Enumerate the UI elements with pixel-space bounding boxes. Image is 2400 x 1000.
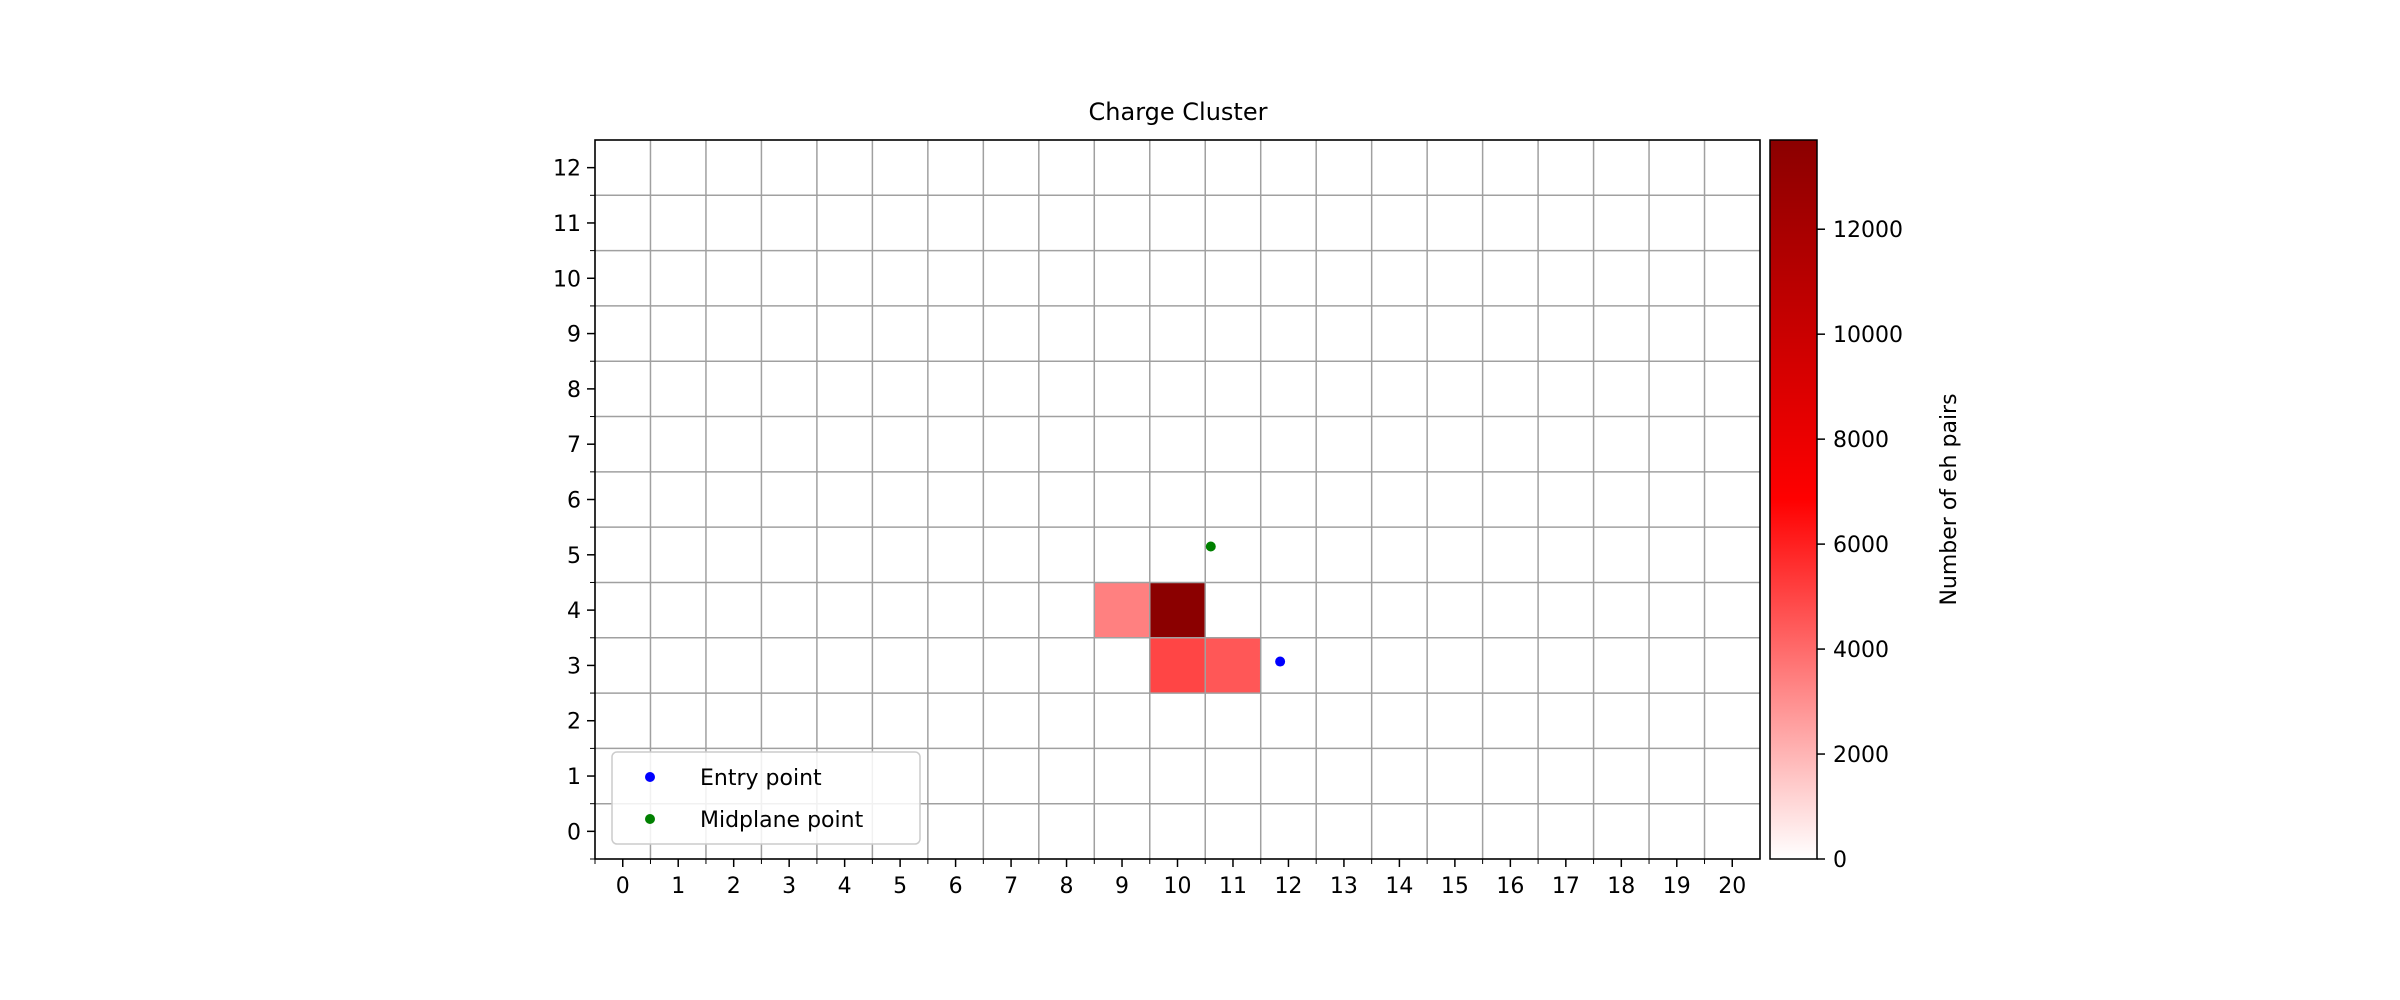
x-tick-label: 0 xyxy=(616,874,630,899)
x-tick-label: 18 xyxy=(1607,874,1635,899)
y-tick-label: 12 xyxy=(553,157,581,182)
colorbar-label: Number of eh pairs xyxy=(1937,393,1962,605)
x-tick-label: 5 xyxy=(893,874,907,899)
y-tick-label: 9 xyxy=(567,323,581,348)
plot-area: 0 1 2 3 4 5 6 7 8 9 10 11 12 13 14 15 16 17 18 19 2001234567… xyxy=(553,139,1761,899)
x-tick-label: 19 xyxy=(1663,874,1691,899)
colorbar-tick-label: 8000 xyxy=(1833,428,1889,453)
y-tick-label: 8 xyxy=(567,378,581,403)
legend-entry-label: Entry point xyxy=(700,766,822,791)
legend-entry-label: Midplane point xyxy=(700,808,864,833)
colorbar-tick-label: 10000 xyxy=(1833,323,1903,348)
x-tick-label: 7 xyxy=(1004,874,1018,899)
x-tick-label: 4 xyxy=(838,874,852,899)
x-tick-label: 16 xyxy=(1496,874,1524,899)
x-tick-label: 9 xyxy=(1115,874,1129,899)
heatmap-cell xyxy=(1205,637,1261,694)
colorbar-tick-label: 0 xyxy=(1833,848,1847,873)
x-tick-label: 12 xyxy=(1274,874,1302,899)
data-point-midplane-point xyxy=(1205,541,1216,552)
chart-title: Charge Cluster xyxy=(1089,98,1268,126)
x-tick-label: 3 xyxy=(782,874,796,899)
data-point-entry-point xyxy=(1275,656,1286,667)
x-tick-label: 14 xyxy=(1385,874,1413,899)
y-tick-label: 10 xyxy=(553,267,581,292)
colorbar-tick-label: 12000 xyxy=(1833,218,1903,243)
colorbar: 0 2000 4000 6000 8000 10000 12000 Number of eh … xyxy=(1769,139,1962,873)
y-tick-label: 6 xyxy=(567,489,581,514)
x-tick-label: 2 xyxy=(727,874,741,899)
x-tick-label: 8 xyxy=(1060,874,1074,899)
colorbar-tick-label: 2000 xyxy=(1833,743,1889,768)
colorbar-gradient xyxy=(1769,139,1818,860)
y-tick-label: 4 xyxy=(567,599,581,624)
x-tick-label: 15 xyxy=(1441,874,1469,899)
legend-marker xyxy=(645,772,655,782)
x-tick-label: 6 xyxy=(949,874,963,899)
colorbar-tick-label: 4000 xyxy=(1833,638,1889,663)
y-tick-label: 7 xyxy=(567,433,581,458)
y-tick-label: 1 xyxy=(567,765,581,790)
x-tick-label: 10 xyxy=(1164,874,1192,899)
y-tick-label: 0 xyxy=(567,820,581,845)
legend-box xyxy=(611,751,921,845)
axes-frame xyxy=(594,139,1761,860)
x-tick-label: 20 xyxy=(1718,874,1746,899)
x-tick-label: 11 xyxy=(1219,874,1247,899)
y-tick-label: 2 xyxy=(567,710,581,735)
x-tick-label: 13 xyxy=(1330,874,1358,899)
heatmap-cell xyxy=(1149,637,1206,694)
x-tick-label: 1 xyxy=(671,874,685,899)
heatmap-cell xyxy=(1149,582,1206,638)
y-tick-label: 3 xyxy=(567,654,581,679)
x-tick-label: 17 xyxy=(1552,874,1580,899)
legend-marker xyxy=(645,814,655,824)
legend: Entry point Midplane point xyxy=(611,751,921,845)
colorbar-tick-label: 6000 xyxy=(1833,533,1889,558)
y-tick-label: 5 xyxy=(567,544,581,569)
heatmap-cell xyxy=(1094,582,1150,638)
y-tick-label: 11 xyxy=(553,212,581,237)
